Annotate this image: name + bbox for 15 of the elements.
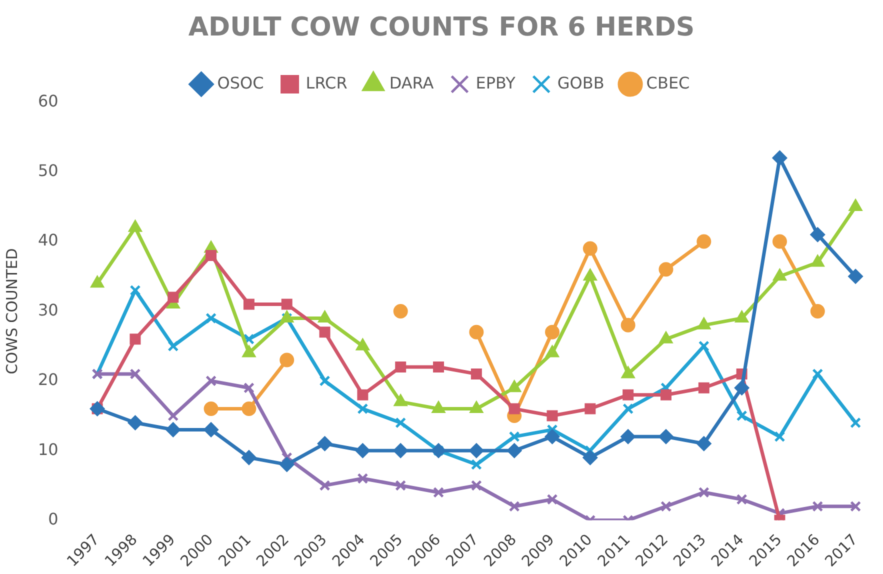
y-tick-label: 60	[38, 91, 58, 110]
y-axis-title: COWS COUNTED	[2, 248, 21, 374]
y-tick-label: 40	[38, 230, 58, 250]
legend-label: CBEC	[646, 73, 690, 92]
y-tick-label: 20	[38, 370, 58, 390]
y-tick-label: 50	[38, 161, 58, 180]
legend-label: EPBY	[476, 73, 516, 92]
y-tick-label: 0	[48, 509, 58, 528]
legend-label: OSOC	[217, 73, 264, 92]
y-tick-label: 10	[38, 440, 58, 459]
legend-label: LRCR	[306, 73, 348, 92]
y-tick-label: 30	[38, 300, 58, 320]
legend-label: GOBB	[557, 73, 604, 92]
legend-label: DARA	[389, 73, 434, 92]
chart-title: ADULT COW COUNTS FOR 6 HERDS	[188, 12, 695, 42]
